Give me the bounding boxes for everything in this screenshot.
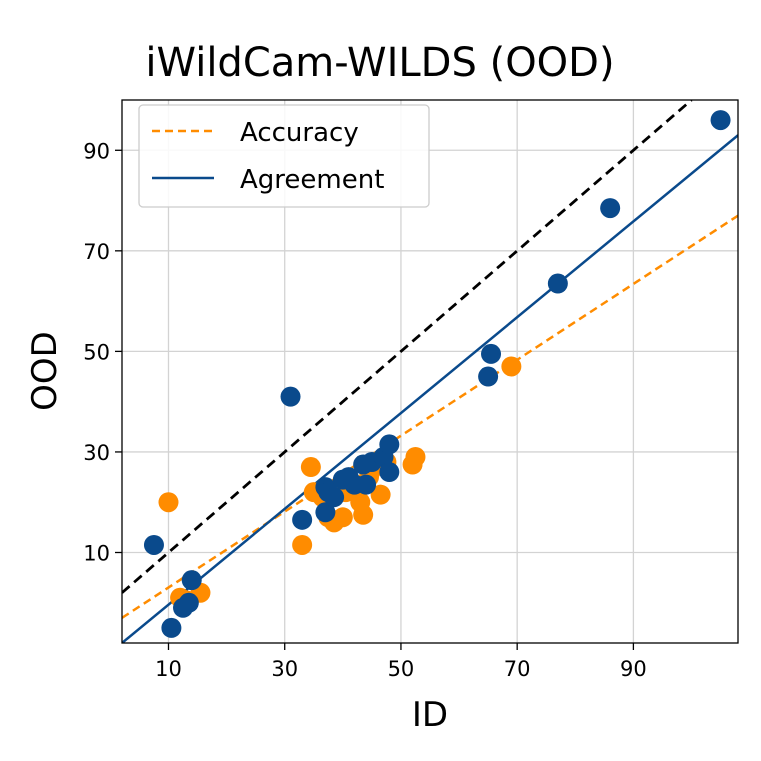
data-point-accuracy bbox=[292, 534, 313, 555]
x-tick-label: 30 bbox=[271, 657, 298, 681]
data-point-agreement bbox=[379, 462, 400, 483]
data-point-accuracy bbox=[300, 457, 321, 478]
x-axis-label: ID bbox=[412, 695, 448, 735]
legend-label-agreement: Agreement bbox=[240, 165, 384, 195]
data-point-agreement bbox=[178, 592, 199, 613]
data-point-agreement bbox=[280, 386, 301, 407]
data-point-agreement bbox=[315, 502, 336, 523]
data-point-accuracy bbox=[332, 507, 353, 528]
axis-ticks: 10 30 50 70 90 10 30 50 70 90 bbox=[83, 139, 646, 681]
data-point-agreement bbox=[710, 110, 731, 131]
diagonal-reference-line bbox=[122, 100, 693, 594]
data-point-agreement bbox=[181, 570, 202, 591]
data-point-agreement bbox=[292, 509, 313, 530]
y-tick-label: 90 bbox=[83, 139, 110, 163]
data-points bbox=[143, 110, 731, 638]
y-axis-label: OOD bbox=[25, 331, 65, 411]
data-point-agreement bbox=[547, 273, 568, 294]
data-point-agreement bbox=[356, 474, 377, 495]
data-point-accuracy bbox=[370, 484, 391, 505]
data-point-agreement bbox=[478, 366, 499, 387]
y-tick-label: 10 bbox=[83, 542, 110, 566]
legend: Accuracy Agreement bbox=[138, 104, 430, 208]
legend-label-accuracy: Accuracy bbox=[240, 118, 359, 148]
y-tick-label: 50 bbox=[83, 340, 110, 364]
data-point-agreement bbox=[324, 487, 345, 508]
data-point-agreement bbox=[143, 534, 164, 555]
x-tick-label: 50 bbox=[388, 657, 415, 681]
data-point-agreement bbox=[600, 198, 621, 219]
data-point-agreement bbox=[481, 343, 502, 364]
x-tick-label: 10 bbox=[155, 657, 182, 681]
y-tick-label: 70 bbox=[83, 240, 110, 264]
x-tick-label: 90 bbox=[620, 657, 647, 681]
data-point-agreement bbox=[379, 434, 400, 455]
plot-area-frame bbox=[121, 99, 739, 644]
data-point-accuracy bbox=[158, 492, 179, 513]
chart-title: iWildCam-WILDS (OOD) bbox=[145, 40, 614, 86]
data-point-accuracy bbox=[353, 504, 374, 525]
data-point-agreement bbox=[161, 617, 182, 638]
fit-line-accuracy bbox=[122, 214, 738, 619]
y-tick-label: 30 bbox=[83, 441, 110, 465]
fit-line-agreement bbox=[122, 134, 738, 643]
x-tick-label: 70 bbox=[504, 657, 531, 681]
fit-lines bbox=[122, 100, 738, 643]
data-point-accuracy bbox=[405, 446, 426, 467]
data-point-accuracy bbox=[501, 356, 522, 377]
